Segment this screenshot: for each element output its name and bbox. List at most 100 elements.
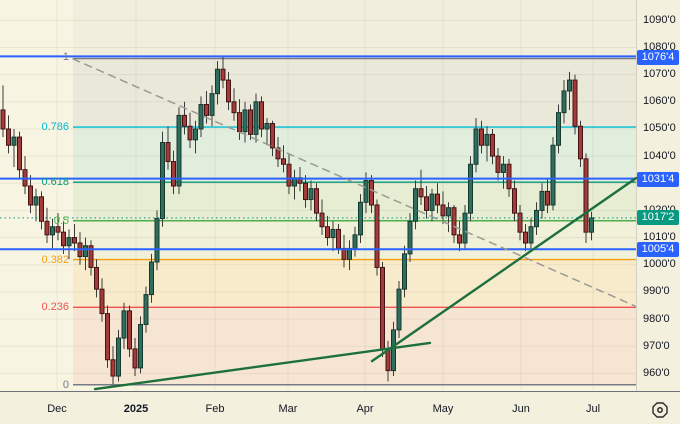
candle-down xyxy=(110,359,116,377)
candle-down xyxy=(171,161,176,187)
candle-up xyxy=(215,68,220,95)
price-tick-label: 1000'0 xyxy=(643,258,676,271)
candle-down xyxy=(231,101,237,114)
candle-down xyxy=(237,112,242,133)
candle-down xyxy=(17,136,22,171)
candle-up xyxy=(154,218,160,263)
price-badge-1017-2: 1017'2 xyxy=(637,210,679,226)
candle-up xyxy=(198,104,204,130)
fib-level-label-0[interactable]: 0 xyxy=(62,378,69,391)
fib-level-label-0.786[interactable]: 0.786 xyxy=(41,121,69,134)
candle-up xyxy=(121,310,127,339)
candle-down xyxy=(578,125,583,160)
candle-down xyxy=(517,212,523,233)
price-badge-1005-4: 1005'4 xyxy=(637,242,679,258)
trendline-rising-steep[interactable] xyxy=(370,176,638,363)
candle-up xyxy=(83,245,88,258)
candle-up xyxy=(446,207,451,217)
candle-down xyxy=(259,101,264,130)
candle-up xyxy=(363,180,369,203)
fib-level-label-1[interactable]: 1 xyxy=(62,51,69,63)
candle-up xyxy=(391,329,396,372)
fib-band xyxy=(73,307,636,385)
candle-down xyxy=(127,310,132,350)
fib-level-label-0.382[interactable]: 0.382 xyxy=(41,253,69,266)
candle-down xyxy=(39,196,44,222)
axis-settings-button[interactable] xyxy=(650,400,670,420)
price-tick-label: 1070'0 xyxy=(643,68,676,81)
price-tick-label: 1090'0 xyxy=(643,13,676,26)
price-tick-label: 1010'0 xyxy=(643,231,676,244)
candle-down xyxy=(94,266,99,290)
candle-down xyxy=(325,226,330,239)
trendline-descending-dashed[interactable] xyxy=(72,58,636,307)
candle-up xyxy=(176,114,182,187)
fib-level-label-0.236[interactable]: 0.236 xyxy=(41,301,69,314)
candle-down xyxy=(523,231,528,244)
candle-down xyxy=(165,142,171,163)
fib-band xyxy=(73,57,636,128)
candle-up xyxy=(407,220,413,255)
fib-level-label-0.618[interactable]: 0.618 xyxy=(41,176,69,189)
candle-down xyxy=(248,109,253,135)
candle-down xyxy=(105,313,110,361)
candle-up xyxy=(484,133,490,146)
price-tick-label: 1040'0 xyxy=(643,149,676,162)
trendline-rising-support-long[interactable] xyxy=(93,341,432,391)
month-label-2025[interactable]: 2025 xyxy=(123,403,149,415)
month-label-May[interactable]: May xyxy=(432,403,454,415)
month-label-Feb[interactable]: Feb xyxy=(205,403,225,415)
candle-up xyxy=(50,226,55,236)
fib-level-label-0.5[interactable]: 0.5 xyxy=(53,214,69,227)
candle-down xyxy=(303,182,308,201)
price-badge-1031-4: 1031'4 xyxy=(637,171,679,187)
candle-down xyxy=(336,228,341,249)
candle-down xyxy=(506,163,512,190)
month-label-Mar[interactable]: Mar xyxy=(278,403,298,415)
candle-down xyxy=(583,158,589,233)
price-tick-label: 960'0 xyxy=(643,366,670,379)
candle-up xyxy=(66,237,72,247)
candle-up xyxy=(589,217,594,233)
candle-down xyxy=(55,226,61,233)
candle-down xyxy=(0,109,6,130)
candle-down xyxy=(418,188,424,198)
candle-up xyxy=(143,294,149,325)
candle-down xyxy=(44,220,50,236)
month-label-Dec[interactable]: Dec xyxy=(47,403,67,415)
candle-down xyxy=(220,68,226,81)
candle-down xyxy=(512,188,517,214)
candle-down xyxy=(319,212,325,228)
candle-up xyxy=(242,109,248,133)
fib-band xyxy=(73,0,636,57)
fib-band xyxy=(73,259,636,308)
candle-up xyxy=(396,288,402,331)
candle-up xyxy=(308,188,314,201)
candle-down xyxy=(545,190,550,206)
month-label-Apr[interactable]: Apr xyxy=(356,403,374,415)
candle-down xyxy=(275,147,281,160)
candle-up xyxy=(11,136,17,146)
price-tick-label: 970'0 xyxy=(643,339,670,352)
candle-down xyxy=(226,79,231,103)
candle-up xyxy=(468,163,473,214)
octagon-dot-icon xyxy=(652,402,668,418)
candle-down xyxy=(572,79,578,127)
candle-up xyxy=(352,234,358,249)
candle-down xyxy=(281,158,286,165)
month-label-Jul[interactable]: Jul xyxy=(585,403,601,415)
candle-down xyxy=(369,180,374,206)
price-badge-1076-4: 1076'4 xyxy=(637,49,679,65)
price-tick-label: 990'0 xyxy=(643,285,670,298)
candle-up xyxy=(33,196,39,206)
candle-down xyxy=(380,266,385,350)
candle-down xyxy=(187,125,193,141)
candle-down xyxy=(374,204,380,268)
candle-down xyxy=(72,237,77,244)
candle-down xyxy=(88,245,94,268)
candle-up xyxy=(149,261,154,296)
candle-up xyxy=(567,79,572,92)
candle-up xyxy=(116,337,121,377)
month-label-Jun[interactable]: Jun xyxy=(512,403,530,415)
